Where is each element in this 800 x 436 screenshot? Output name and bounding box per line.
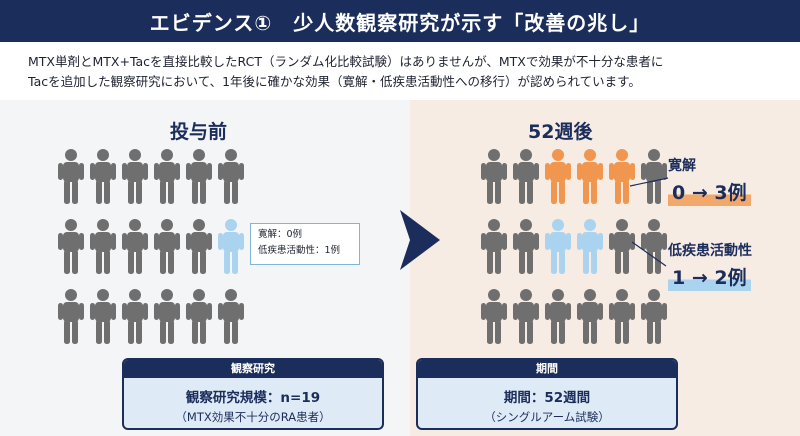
before-person-icon bbox=[55, 288, 87, 346]
before-note-remission: 寛解：0例 bbox=[258, 229, 303, 240]
intro-line-1: MTX単剤とMTX+Tacを直接比較したRCT（ランダム化比較試験）はありません… bbox=[28, 54, 664, 69]
intro-text: MTX単剤とMTX+Tacを直接比較したRCT（ランダム化比較試験）はありません… bbox=[28, 52, 778, 92]
before-person-icon bbox=[151, 218, 183, 276]
page-title: エビデンス① 少人数観察研究が示す「改善の兆し」 bbox=[149, 10, 651, 35]
period-info-header: 期間 bbox=[418, 360, 676, 378]
after-person-icon bbox=[606, 218, 638, 276]
after-person-icon bbox=[606, 288, 638, 346]
before-person-icon bbox=[119, 288, 151, 346]
after-title: 52週後 bbox=[528, 121, 593, 143]
before-title: 投与前 bbox=[170, 121, 228, 143]
before-person-icon bbox=[55, 218, 87, 276]
after-person-icon bbox=[606, 148, 638, 206]
before-note-box: 寛解：0例 低疾患活動性：1例 bbox=[250, 223, 360, 265]
arrow-right-icon bbox=[400, 210, 440, 270]
after-person-icon bbox=[574, 218, 606, 276]
study-info-box: 観察研究 観察研究規模：n=19 （MTX効果不十分のRA患者） bbox=[122, 358, 384, 430]
before-person-icon bbox=[151, 148, 183, 206]
before-person-icon bbox=[183, 218, 215, 276]
before-person-icon bbox=[215, 218, 247, 276]
after-person-icon bbox=[542, 148, 574, 206]
before-note-low-activity: 低疾患活動性：1例 bbox=[258, 245, 341, 256]
low-activity-value: 1 → 2例 bbox=[668, 262, 751, 291]
after-person-icon bbox=[574, 288, 606, 346]
low-activity-label: 低疾患活動性 bbox=[668, 243, 752, 259]
after-person-icon bbox=[510, 148, 542, 206]
period-length: 期間：52週間 bbox=[503, 390, 591, 406]
before-people-grid bbox=[55, 148, 247, 346]
before-person-icon bbox=[183, 148, 215, 206]
before-person-icon bbox=[215, 148, 247, 206]
remission-callout: 寛解 0 → 3例 bbox=[668, 155, 751, 206]
after-person-icon bbox=[542, 288, 574, 346]
before-person-icon bbox=[119, 148, 151, 206]
after-person-icon bbox=[510, 218, 542, 276]
after-person-icon bbox=[638, 288, 670, 346]
remission-leader-line bbox=[630, 177, 669, 187]
before-person-icon bbox=[55, 148, 87, 206]
before-person-icon bbox=[87, 288, 119, 346]
after-person-icon bbox=[542, 218, 574, 276]
period-design: （シングルアーム試験） bbox=[484, 410, 610, 424]
intro-line-2: Tacを追加した観察研究において、1年後に確かな効果（寛解・低疾患活動性への移行… bbox=[28, 74, 641, 89]
before-person-icon bbox=[119, 218, 151, 276]
remission-value: 0 → 3例 bbox=[668, 177, 751, 206]
before-person-icon bbox=[151, 288, 183, 346]
before-person-icon bbox=[183, 288, 215, 346]
low-activity-callout: 低疾患活動性 1 → 2例 bbox=[668, 240, 752, 291]
low-activity-leader-line bbox=[632, 241, 667, 267]
before-person-icon bbox=[87, 218, 119, 276]
header-bar: エビデンス① 少人数観察研究が示す「改善の兆し」 bbox=[0, 0, 800, 42]
before-person-icon bbox=[87, 148, 119, 206]
after-people-grid bbox=[478, 148, 670, 346]
study-info-header: 観察研究 bbox=[124, 360, 382, 378]
after-person-icon bbox=[638, 148, 670, 206]
after-person-icon bbox=[574, 148, 606, 206]
after-person-icon bbox=[478, 288, 510, 346]
after-person-icon bbox=[478, 148, 510, 206]
period-info-box: 期間 期間：52週間 （シングルアーム試験） bbox=[416, 358, 678, 430]
remission-label: 寛解 bbox=[668, 158, 696, 174]
after-person-icon bbox=[510, 288, 542, 346]
after-person-icon bbox=[478, 218, 510, 276]
study-size: 観察研究規模：n=19 bbox=[185, 390, 321, 406]
study-population: （MTX効果不十分のRA患者） bbox=[175, 410, 331, 424]
before-person-icon bbox=[215, 288, 247, 346]
